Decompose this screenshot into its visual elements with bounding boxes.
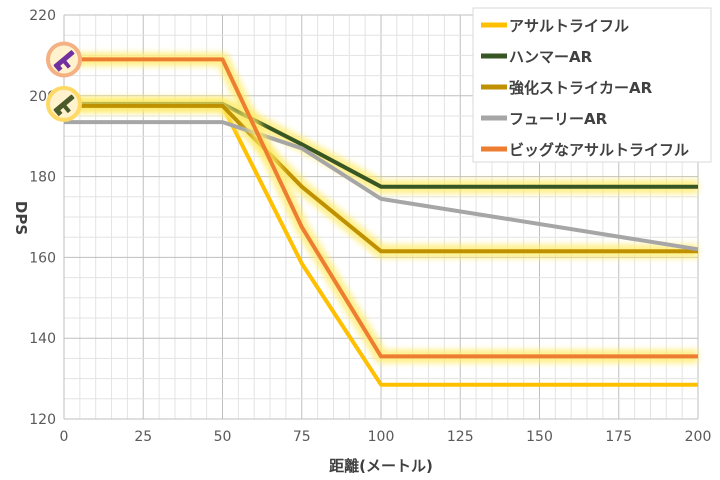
x-tick-label: 75 (293, 429, 311, 445)
legend-box (472, 7, 712, 163)
series-line-4 (64, 57, 698, 359)
legend-label-4: ビッグなアサルトライフル (509, 141, 689, 159)
x-tick-label: 200 (685, 429, 712, 445)
y-tick-label: 220 (29, 8, 56, 24)
legend-label-0: アサルトライフル (509, 17, 629, 35)
marker-icons (46, 41, 82, 122)
x-tick-label: 150 (526, 429, 553, 445)
x-tick-label: 0 (60, 429, 69, 445)
y-tick-label: 180 (29, 170, 56, 186)
y-axis-title: DPS (12, 201, 30, 235)
purple-rifle-icon (46, 41, 82, 78)
series-lines (64, 52, 699, 387)
legend-label-1: ハンマーAR (509, 48, 593, 66)
y-tick-label: 120 (29, 412, 56, 428)
green-rifle-icon (46, 85, 82, 122)
x-tick-label: 100 (368, 429, 395, 445)
x-tick-label: 125 (447, 429, 474, 445)
x-tick-label: 50 (214, 429, 232, 445)
legend-label-2: 強化ストライカーAR (509, 79, 653, 97)
legend-label-3: フューリーAR (509, 110, 608, 128)
x-axis-title: 距離(メートル) (329, 457, 433, 475)
series-line-3 (64, 120, 699, 252)
x-tick-label: 175 (605, 429, 632, 445)
y-tick-label: 160 (29, 250, 56, 266)
y-tick-label: 140 (29, 331, 56, 347)
series-line-2 (64, 103, 698, 254)
x-tick-label: 25 (134, 429, 152, 445)
